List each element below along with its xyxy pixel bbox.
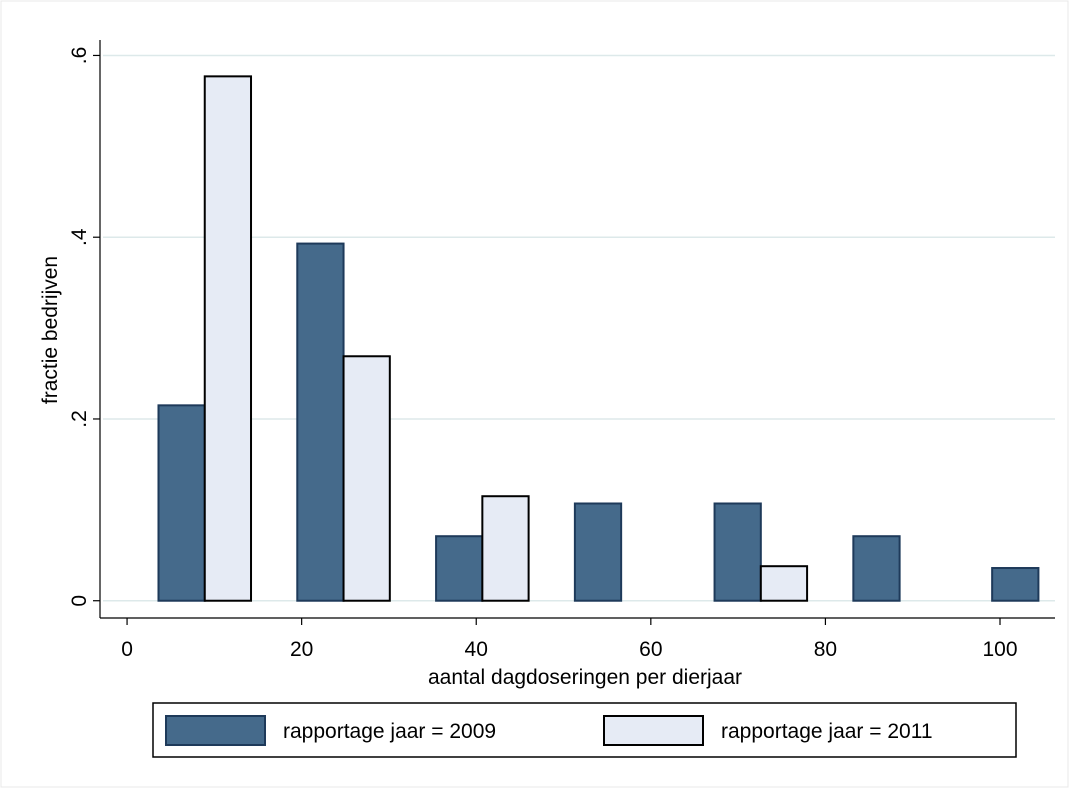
legend-label: rapportage jaar = 2011 bbox=[721, 720, 933, 743]
bar bbox=[296, 242, 345, 602]
legend-swatch bbox=[603, 715, 704, 746]
bar bbox=[435, 535, 484, 602]
y-axis-label: fractie bedrijven bbox=[39, 256, 62, 404]
x-tick-label: 40 bbox=[465, 638, 488, 661]
bar bbox=[852, 535, 901, 602]
bar bbox=[481, 495, 530, 602]
y-tick-label: .4 bbox=[68, 228, 91, 246]
x-tick-label: 20 bbox=[290, 638, 313, 661]
bar bbox=[203, 75, 253, 602]
bar bbox=[713, 502, 762, 602]
bar bbox=[991, 567, 1040, 602]
x-tick-label: 60 bbox=[639, 638, 662, 661]
x-tick-label: 0 bbox=[121, 638, 133, 661]
legend bbox=[152, 702, 1017, 758]
bar bbox=[342, 355, 391, 602]
bar bbox=[759, 565, 809, 602]
y-tick-label: 0 bbox=[68, 595, 91, 607]
x-tick-label: 100 bbox=[982, 638, 1017, 661]
y-tick-label: .2 bbox=[68, 410, 91, 428]
legend-swatch bbox=[165, 715, 266, 746]
legend-label: rapportage jaar = 2009 bbox=[283, 720, 496, 743]
y-tick-label: .6 bbox=[68, 47, 91, 65]
x-axis-label: aantal dagdoseringen per dierjaar bbox=[428, 666, 742, 689]
x-tick-label: 80 bbox=[814, 638, 837, 661]
bar bbox=[157, 404, 206, 602]
bar bbox=[573, 502, 623, 602]
